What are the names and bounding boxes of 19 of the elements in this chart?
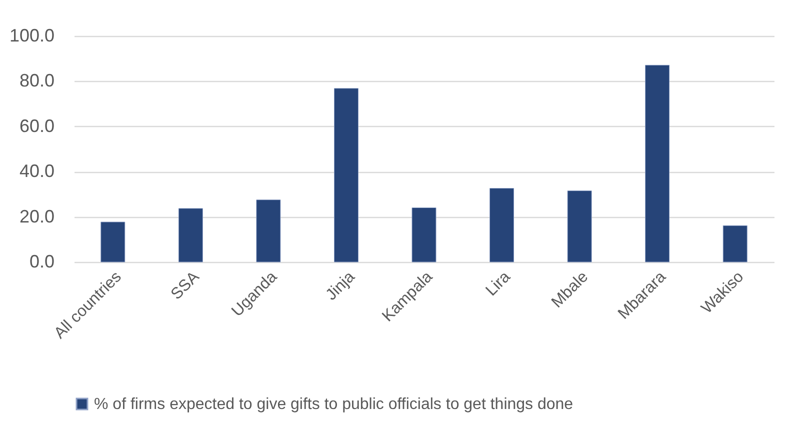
bar: [100, 222, 126, 262]
bar: [567, 190, 592, 262]
x-tick-label: SSA: [168, 268, 203, 304]
bar: [178, 208, 203, 262]
bar: [412, 208, 436, 262]
y-tick-label: 0.0: [29, 252, 54, 272]
bar: [722, 225, 748, 262]
bar: [256, 200, 281, 262]
y-tick-label: 20.0: [19, 206, 54, 226]
y-tick-label: 80.0: [19, 70, 54, 91]
legend-label: % of firms expected to give gifts to public officials to get things done: [94, 396, 574, 413]
bar: [645, 64, 670, 262]
bar: [490, 188, 514, 262]
bar: [334, 88, 358, 262]
x-tick-label: Jinja: [322, 268, 358, 304]
y-tick-label: 100.0: [9, 26, 54, 46]
x-tick-label: Lira: [482, 268, 514, 300]
y-tick-label: 60.0: [19, 116, 54, 136]
y-tick-label: 40.0: [19, 161, 54, 182]
